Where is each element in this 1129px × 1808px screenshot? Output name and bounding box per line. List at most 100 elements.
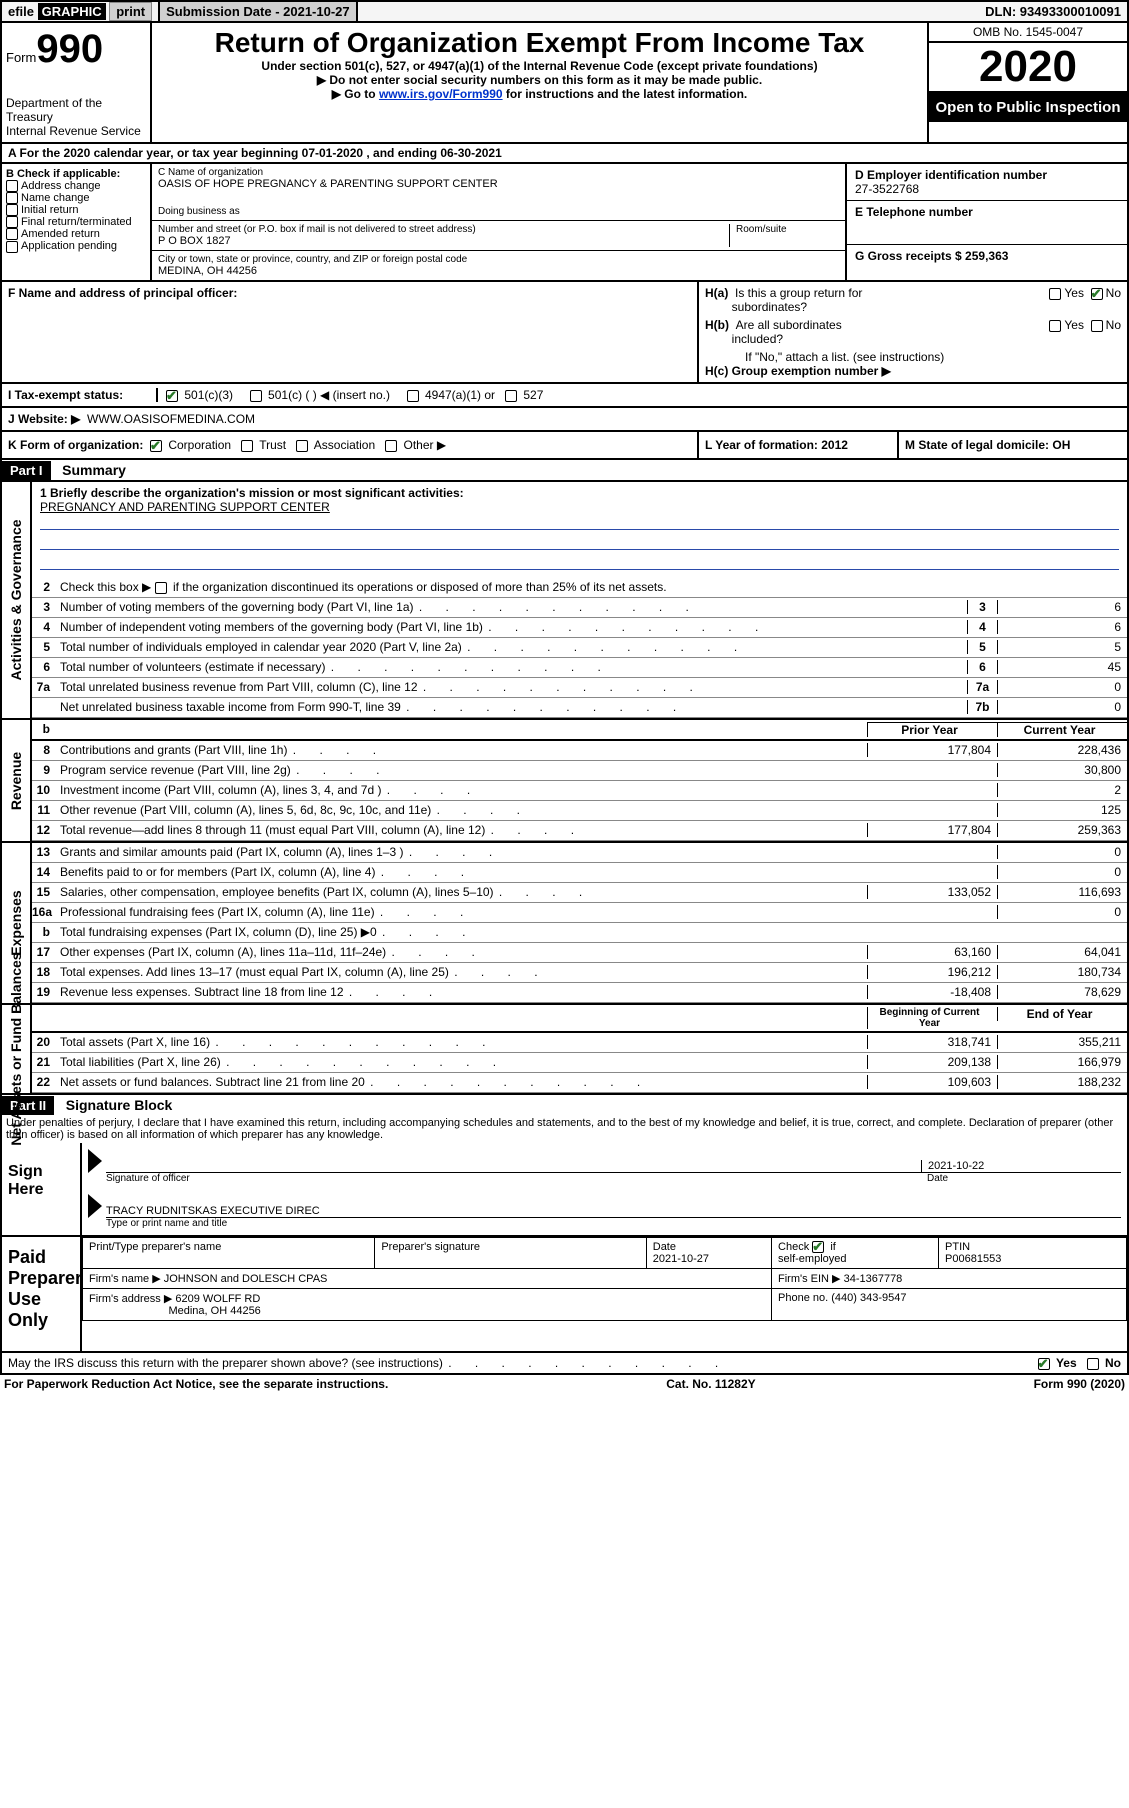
section-c-org-name: C Name of organization OASIS OF HOPE PRE… (152, 164, 847, 280)
omb-number: OMB No. 1545-0047 (929, 23, 1127, 43)
table-row: 8Contributions and grants (Part VIII, li… (32, 741, 1127, 761)
table-row: 4Number of independent voting members of… (32, 618, 1127, 638)
efile-label: efile GRAPHIC print (2, 2, 160, 21)
current-year-header: Current Year (997, 722, 1127, 737)
discuss-yes-check[interactable] (1038, 1358, 1050, 1370)
table-row: 3Number of voting members of the governi… (32, 598, 1127, 618)
table-row: bTotal fundraising expenses (Part IX, co… (32, 923, 1127, 943)
table-row: 22Net assets or fund balances. Subtract … (32, 1073, 1127, 1093)
net-assets-section: Net Assets or Fund Balances Beginning of… (0, 1005, 1129, 1095)
table-row: 11Other revenue (Part VIII, column (A), … (32, 801, 1127, 821)
discuss-row: May the IRS discuss this return with the… (0, 1353, 1129, 1375)
check-other[interactable] (385, 440, 397, 452)
signature-arrow-icon (88, 1149, 102, 1173)
prior-year-header: Prior Year (867, 722, 997, 737)
table-row: 18Total expenses. Add lines 13–17 (must … (32, 963, 1127, 983)
line-2-check[interactable] (155, 582, 167, 594)
year-formation: L Year of formation: 2012 (697, 432, 897, 458)
penalty-declaration: Under penalties of perjury, I declare th… (0, 1115, 1129, 1143)
sign-here-label: Sign Here (2, 1143, 82, 1235)
check-527[interactable] (505, 390, 517, 402)
sign-here-block: Sign Here 2021-10-22 Signature of office… (0, 1143, 1129, 1237)
website-value: WWW.OASISOFMEDINA.COM (87, 412, 255, 426)
hc-label: H(c) Group exemption number ▶ (705, 364, 891, 378)
hb-yes-check[interactable] (1049, 320, 1061, 332)
self-employed-check[interactable] (812, 1241, 824, 1253)
check-501c3[interactable] (166, 390, 178, 402)
end-year-header: End of Year (997, 1007, 1127, 1021)
table-row: 17Other expenses (Part IX, column (A), l… (32, 943, 1127, 963)
dln: DLN: 93493300010091 (979, 2, 1127, 21)
form-note-2: ▶ Go to www.irs.gov/Form990 for instruct… (160, 87, 919, 101)
revenue-section: Revenue b Prior Year Current Year 8Contr… (0, 720, 1129, 843)
sig-officer-label: Signature of officer (106, 1173, 921, 1184)
org-name: OASIS OF HOPE PREGNANCY & PARENTING SUPP… (158, 178, 839, 190)
print-button[interactable]: print (109, 2, 152, 21)
table-row: 16aProfessional fundraising fees (Part I… (32, 903, 1127, 923)
state-domicile: M State of legal domicile: OH (897, 432, 1127, 458)
section-klm: K Form of organization: Corporation Trus… (0, 432, 1129, 460)
ptin-value: P00681553 (945, 1253, 1001, 1265)
signature-arrow-icon-2 (88, 1194, 102, 1218)
row-a-tax-year: A For the 2020 calendar year, or tax yea… (0, 144, 1129, 164)
firm-name: JOHNSON and DOLESCH CPAS (164, 1273, 328, 1285)
section-j-website: J Website: ▶ WWW.OASISOFMEDINA.COM (0, 408, 1129, 432)
discuss-no-check[interactable] (1087, 1358, 1099, 1370)
paperwork-notice: For Paperwork Reduction Act Notice, see … (4, 1377, 388, 1391)
footer-row: For Paperwork Reduction Act Notice, see … (0, 1375, 1129, 1393)
section-de: D Employer identification number 27-3522… (847, 164, 1127, 280)
section-b-checkboxes: B Check if applicable: Address change Na… (2, 164, 152, 280)
ha-no-check[interactable] (1091, 288, 1103, 300)
sig-date-label: Date (921, 1173, 1121, 1184)
firm-address-2: Medina, OH 44256 (168, 1305, 260, 1317)
irs-label: Internal Revenue Service (6, 124, 146, 138)
check-501c[interactable] (250, 390, 262, 402)
check-initial-return[interactable]: Initial return (6, 204, 146, 216)
org-street: P O BOX 1827 (158, 235, 729, 247)
check-amended-return[interactable]: Amended return (6, 228, 146, 240)
check-final-return[interactable]: Final return/terminated (6, 216, 146, 228)
check-4947[interactable] (407, 390, 419, 402)
ha-yes-check[interactable] (1049, 288, 1061, 300)
check-corporation[interactable] (150, 440, 162, 452)
part-2-header: Part II Signature Block (0, 1095, 1129, 1115)
sig-date: 2021-10-22 (921, 1160, 1121, 1172)
table-row: 13Grants and similar amounts paid (Part … (32, 843, 1127, 863)
gross-receipts: G Gross receipts $ 259,363 (855, 249, 1008, 263)
firm-phone: (440) 343-9547 (831, 1292, 906, 1304)
table-row: 14Benefits paid to or for members (Part … (32, 863, 1127, 883)
submission-date: Submission Date - 2021-10-27 (160, 2, 358, 21)
check-trust[interactable] (241, 440, 253, 452)
paid-preparer-label: Paid Preparer Use Only (2, 1237, 82, 1351)
section-fh: F Name and address of principal officer:… (0, 282, 1129, 384)
check-application-pending[interactable]: Application pending (6, 240, 146, 252)
firm-ein: 34-1367778 (844, 1273, 903, 1285)
top-bar: efile GRAPHIC print Submission Date - 20… (0, 0, 1129, 23)
mission-value: PREGNANCY AND PARENTING SUPPORT CENTER (40, 500, 1119, 514)
side-governance: Activities & Governance (2, 482, 32, 718)
form-subtitle: Under section 501(c), 527, or 4947(a)(1)… (160, 59, 919, 73)
section-i-status: I Tax-exempt status: 501(c)(3) 501(c) ( … (0, 384, 1129, 408)
form-title: Return of Organization Exempt From Incom… (160, 27, 919, 59)
hb-no-check[interactable] (1091, 320, 1103, 332)
preparer-table: Print/Type preparer's name Preparer's si… (82, 1237, 1127, 1321)
type-print-label: Type or print name and title (106, 1218, 1121, 1229)
principal-officer-label: F Name and address of principal officer: (8, 286, 237, 300)
check-association[interactable] (296, 440, 308, 452)
table-row: 19Revenue less expenses. Subtract line 1… (32, 983, 1127, 1003)
check-address-change[interactable]: Address change (6, 180, 146, 192)
instructions-link[interactable]: www.irs.gov/Form990 (379, 87, 503, 101)
side-netassets: Net Assets or Fund Balances (2, 1005, 32, 1093)
check-name-change[interactable]: Name change (6, 192, 146, 204)
preparer-self-employed: Check ifself-employed (772, 1238, 939, 1269)
ein: 27-3522768 (855, 182, 1119, 196)
table-row: 7aTotal unrelated business revenue from … (32, 678, 1127, 698)
hb-note: If "No," attach a list. (see instruction… (705, 350, 1121, 364)
form-note-1: ▶ Do not enter social security numbers o… (160, 73, 919, 87)
cat-no: Cat. No. 11282Y (666, 1377, 755, 1391)
governance-section: Activities & Governance 1 Briefly descri… (0, 482, 1129, 720)
preparer-name-label: Print/Type preparer's name (83, 1238, 375, 1269)
begin-year-header: Beginning of Current Year (867, 1007, 997, 1029)
firm-address-1: 6209 WOLFF RD (175, 1293, 260, 1305)
department-label: Department of the Treasury (6, 96, 146, 124)
